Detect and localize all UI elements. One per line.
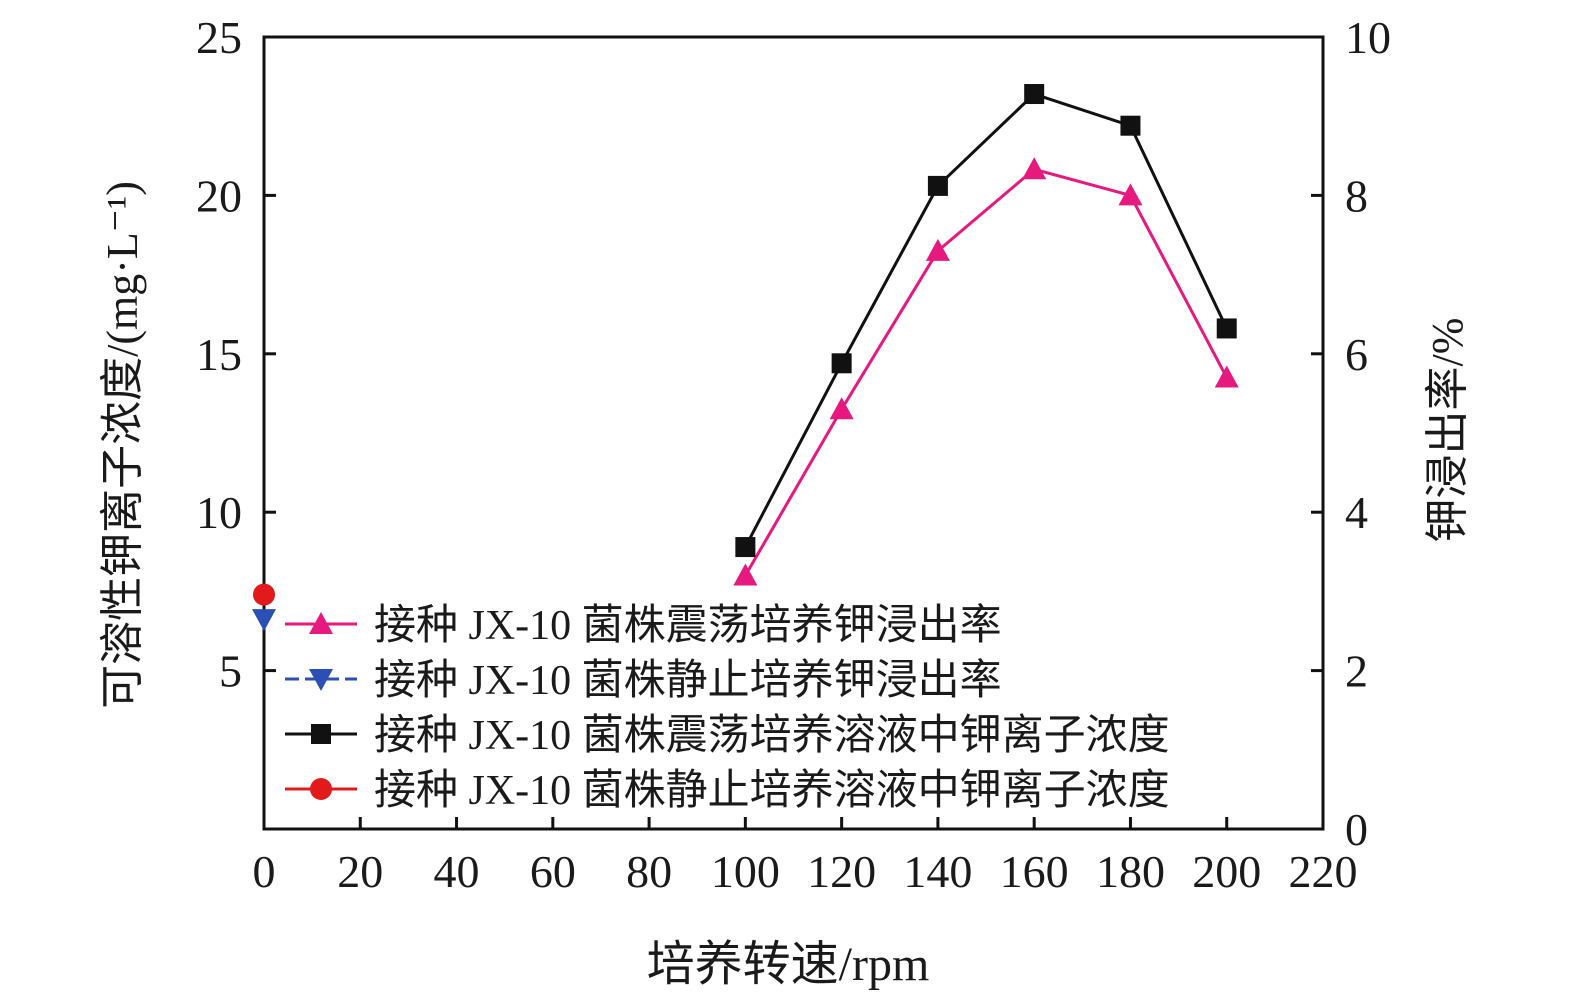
x-tick-label: 20 <box>337 846 383 897</box>
data-point <box>1214 365 1239 388</box>
plot-frame <box>262 35 1325 831</box>
data-point <box>1024 84 1045 105</box>
legend-entry: 接种 JX-10 菌株静止培养溶液中钾离子浓度 <box>285 767 1170 814</box>
x-axis-label: 培养转速/rpm <box>647 938 930 991</box>
legend-marker <box>311 724 331 744</box>
legend-entry: 接种 JX-10 菌株静止培养钾浸出率 <box>285 657 1002 704</box>
y-axis-left-label: 可溶性钾离子浓度/(mg·L⁻¹) <box>98 181 147 709</box>
x-tick-label: 100 <box>711 846 780 897</box>
data-point <box>1120 115 1141 136</box>
y-axis-right-label: 钾浸出率/% <box>1423 318 1472 543</box>
x-tick-label: 120 <box>807 846 876 897</box>
series-line <box>744 92 1229 548</box>
x-tick-label: 140 <box>903 846 972 897</box>
y-left-tick-label: 20 <box>196 170 242 221</box>
data-point <box>733 563 758 586</box>
ticks: 0 20 40 60 80 100 120 140 160 180 200 220 5 10 15 20 25 0… <box>196 12 1391 897</box>
data-point <box>1118 183 1143 206</box>
y-right-tick-label: 10 <box>1345 12 1391 63</box>
y-left-tick-label: 5 <box>219 646 242 697</box>
y-right-tick-label: 4 <box>1345 487 1368 538</box>
legend-label: 接种 JX-10 菌株静止培养钾浸出率 <box>374 657 1002 704</box>
data-point <box>829 397 854 420</box>
series-line <box>744 167 1229 577</box>
y-right-tick-label: 2 <box>1345 646 1368 697</box>
legend-marker <box>309 669 333 691</box>
data-point <box>927 175 948 196</box>
data-point <box>925 238 950 261</box>
y-right-tick-label: 6 <box>1345 329 1368 380</box>
x-tick-label: 160 <box>1000 846 1069 897</box>
data-point <box>1022 157 1047 180</box>
x-tick-label: 60 <box>530 846 576 897</box>
legend-label: 接种 JX-10 菌株震荡培养溶液中钾离子浓度 <box>374 712 1170 759</box>
y-right-tick-label: 0 <box>1345 804 1368 855</box>
y-left-tick-label: 25 <box>196 12 242 63</box>
axes <box>262 35 1325 831</box>
data-point <box>735 537 756 558</box>
x-tick-label: 180 <box>1096 846 1165 897</box>
legend-entry: 接种 JX-10 菌株震荡培养钾浸出率 <box>285 602 1002 649</box>
y-right-tick-label: 8 <box>1345 170 1368 221</box>
x-tick-label: 40 <box>434 846 480 897</box>
x-tick-label: 220 <box>1289 846 1358 897</box>
legend-label: 接种 JX-10 菌株静止培养溶液中钾离子浓度 <box>374 767 1170 814</box>
legend-entry: 接种 JX-10 菌株震荡培养溶液中钾离子浓度 <box>285 712 1170 759</box>
x-tick-label: 0 <box>253 846 276 897</box>
legend-label: 接种 JX-10 菌株震荡培养钾浸出率 <box>374 602 1002 649</box>
legend-marker <box>310 778 332 800</box>
data-point <box>253 583 275 606</box>
y-left-tick-label: 10 <box>196 487 242 538</box>
series-1 <box>252 609 276 632</box>
data-point <box>831 353 852 374</box>
series-0 <box>733 157 1239 586</box>
series-layer <box>252 84 1239 632</box>
series-3 <box>253 583 275 606</box>
x-tick-label: 200 <box>1192 846 1261 897</box>
y-left-tick-label: 15 <box>196 329 242 380</box>
x-tick-label: 80 <box>626 846 672 897</box>
series-2 <box>735 84 1237 558</box>
data-point <box>252 609 276 632</box>
data-point <box>1216 318 1237 339</box>
legend-marker <box>309 612 333 634</box>
